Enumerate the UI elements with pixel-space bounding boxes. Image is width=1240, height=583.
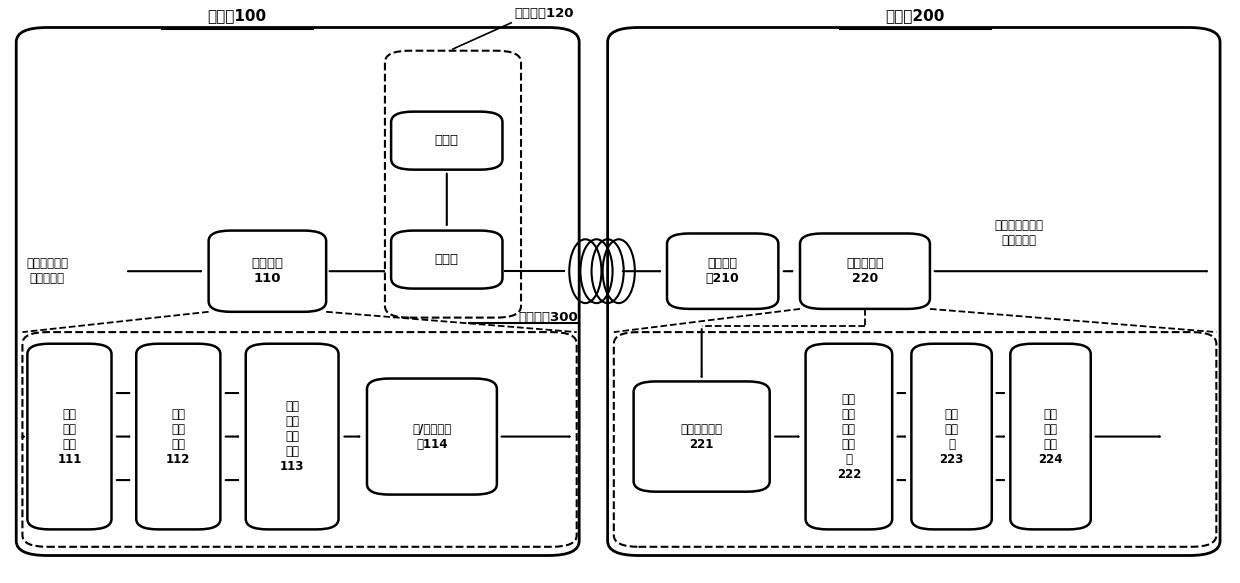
- Text: 解复用模块
220: 解复用模块 220: [846, 257, 884, 285]
- FancyBboxPatch shape: [806, 344, 893, 529]
- Text: 调制模块120: 调制模块120: [515, 7, 574, 20]
- Text: 光纤链路300: 光纤链路300: [518, 311, 578, 324]
- Text: 数/模转换模
块114: 数/模转换模 块114: [413, 423, 451, 451]
- Text: 复用
数据
处理
模块
113: 复用 数据 处理 模块 113: [280, 400, 304, 473]
- Text: 光电探测
器210: 光电探测 器210: [706, 257, 739, 285]
- Text: 输入的二进制
串行电信号: 输入的二进制 串行电信号: [26, 257, 68, 285]
- Text: 发送端100: 发送端100: [207, 8, 267, 23]
- FancyBboxPatch shape: [667, 233, 779, 309]
- Text: 调制器: 调制器: [435, 253, 459, 266]
- Text: 串并
转换
模块
111: 串并 转换 模块 111: [57, 408, 82, 466]
- Text: 接收端200: 接收端200: [885, 8, 944, 23]
- FancyBboxPatch shape: [208, 231, 326, 312]
- FancyBboxPatch shape: [911, 344, 992, 529]
- Text: 并串
转换
模块
224: 并串 转换 模块 224: [1038, 408, 1063, 466]
- FancyBboxPatch shape: [246, 344, 339, 529]
- FancyBboxPatch shape: [391, 111, 502, 170]
- Text: 模数转换模块
221: 模数转换模块 221: [681, 423, 723, 451]
- FancyBboxPatch shape: [1011, 344, 1091, 529]
- Text: 解复
用数
据处
理模
块
222: 解复 用数 据处 理模 块 222: [837, 392, 861, 480]
- Text: 恢复出的二进制
串行电信号: 恢复出的二进制 串行电信号: [994, 219, 1044, 247]
- FancyBboxPatch shape: [800, 233, 930, 309]
- Text: 复用模块
110: 复用模块 110: [252, 257, 284, 285]
- FancyBboxPatch shape: [634, 381, 770, 491]
- Text: 反映
射模
块
223: 反映 射模 块 223: [940, 408, 963, 466]
- Text: 编码
映射
模块
112: 编码 映射 模块 112: [166, 408, 191, 466]
- FancyBboxPatch shape: [27, 344, 112, 529]
- FancyBboxPatch shape: [391, 231, 502, 289]
- FancyBboxPatch shape: [136, 344, 221, 529]
- Text: 激光器: 激光器: [435, 134, 459, 147]
- FancyBboxPatch shape: [367, 378, 497, 494]
